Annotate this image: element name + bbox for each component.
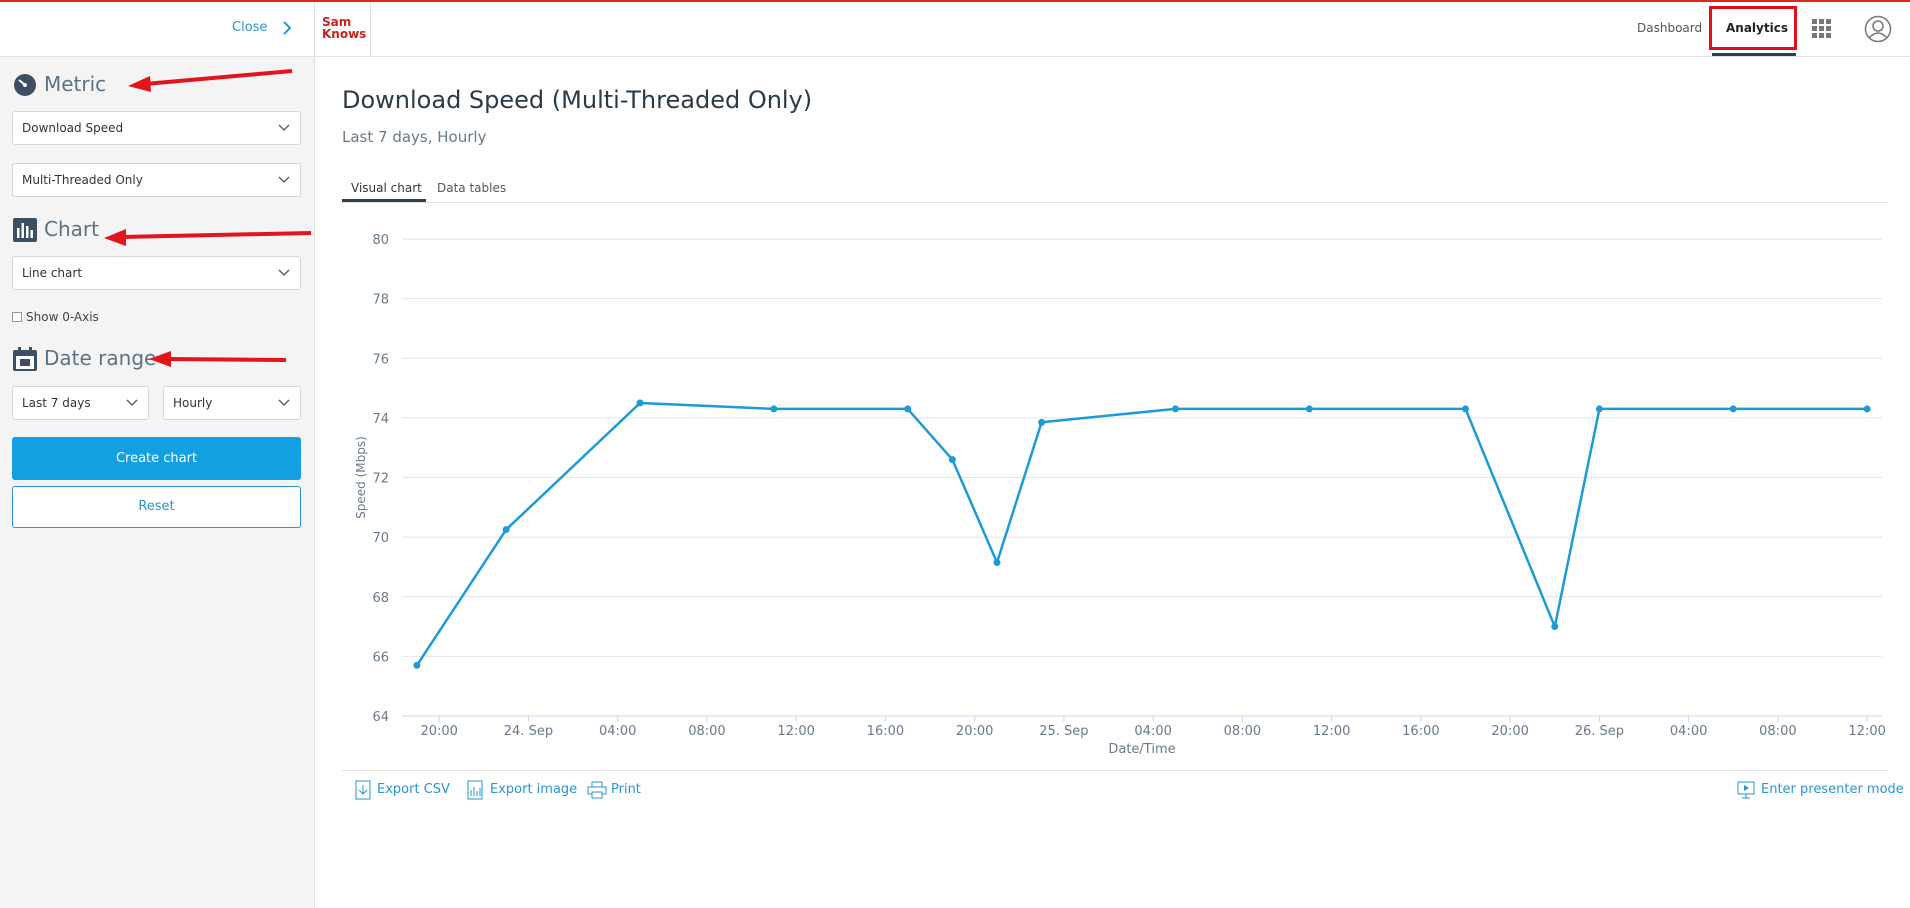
create-button[interactable]: Create chart [12,437,301,480]
presenter-icon[interactable] [1737,781,1755,799]
x-tick-label: 25. Sep [1039,724,1088,739]
x-tick-label: 08:00 [1759,724,1796,739]
chart-subtitle: Last 7 days, Hourly [342,128,487,146]
x-tick-label: 16:00 [867,724,904,739]
y-tick-label: 80 [372,233,389,248]
select[interactable]: Download Speed [12,111,301,145]
select[interactable]: Hourly [163,386,301,420]
chart: 64 66 68 70 72 74 76 78 80 20:00 24. Sep 04:00 08:00… [354,233,1886,757]
export-image[interactable]: Export image [490,782,578,797]
x-tick-label: 04:00 [599,724,636,739]
data-point [904,405,912,413]
y-axis-title: Speed (Mbps) [354,436,368,519]
data-point [1038,418,1046,426]
sidebar [0,57,315,908]
y-tick-label: 70 [372,531,389,546]
presenter-mode[interactable]: Enter presenter mode [1761,782,1904,797]
x-tick-label: 08:00 [688,724,725,739]
highlight-box [1709,6,1797,50]
select[interactable]: Last 7 days [12,386,149,420]
y-tick-label: 74 [372,412,389,427]
header [0,2,1910,57]
select-text: Last 7 days [22,396,91,410]
section-heading: Chart [44,217,99,241]
export-csv-icon[interactable] [355,780,371,800]
x-tick-label: 12:00 [1848,724,1885,739]
select-text: Hourly [173,396,213,410]
tab-border [342,202,1889,203]
footer-border [342,770,1889,771]
y-tick-label: 68 [372,591,389,606]
metric-icon [14,74,36,96]
x-axis-title: Date/Time [1108,742,1175,757]
data-point [948,456,956,464]
y-tick-label: 76 [372,352,389,367]
select-text: Download Speed [22,121,124,135]
data-point [1595,405,1603,413]
select-text: Multi-Threaded Only [22,173,143,187]
data-point [502,526,510,534]
y-tick-label: 66 [372,650,389,665]
nav-link[interactable]: Analytics [1726,21,1788,35]
close-chevron[interactable] [282,21,292,35]
select[interactable]: Line chart [12,256,301,290]
reset-button[interactable]: Reset [12,486,301,528]
export-image-icon[interactable] [467,780,483,800]
x-tick-label: 12:00 [1313,724,1350,739]
x-tick-label: 20:00 [956,724,993,739]
data-line [415,401,1868,666]
logo-line: Knows [322,27,367,41]
x-tick-label: 16:00 [1402,724,1439,739]
tab[interactable]: Data tables [437,181,507,195]
print-icon[interactable] [587,781,607,799]
select[interactable]: Multi-Threaded Only [12,163,301,197]
checkbox[interactable] [12,312,22,322]
y-tick-label: 64 [372,710,389,725]
x-tick-label: 24. Sep [504,724,553,739]
chart-title: Download Speed (Multi-Threaded Only) [342,86,813,114]
user-icon[interactable] [1864,15,1892,43]
apps-icon[interactable] [1812,19,1832,39]
y-tick-label: 72 [372,472,389,487]
x-tick-label: 04:00 [1670,724,1707,739]
select-text: Line chart [22,266,83,280]
data-point [1462,405,1470,413]
data-point [1305,405,1313,413]
logo-box [314,2,371,56]
x-tick-label: 20:00 [420,724,457,739]
data-point [1863,405,1871,413]
x-tick-label: 20:00 [1491,724,1528,739]
x-tick-label: 08:00 [1224,724,1261,739]
y-tick-label: 78 [372,293,389,308]
logo[interactable]: Sam Knows [322,16,366,40]
data-point [1729,405,1737,413]
top-bar [0,0,1910,2]
tab[interactable]: Visual chart [351,181,422,195]
data-point [636,399,644,407]
data-point [413,661,421,669]
data-point [770,405,778,413]
x-tick-label: 12:00 [777,724,814,739]
nav-link[interactable]: Dashboard [1637,21,1703,35]
data-point [1551,623,1559,631]
x-tick-label: 26. Sep [1575,724,1624,739]
print[interactable]: Print [611,782,641,797]
section-heading: Date range [44,346,157,370]
chart-icon [13,218,37,242]
tab-underline [342,199,426,202]
export-csv[interactable]: Export CSV [377,782,450,797]
section-heading: Metric [44,72,107,96]
x-tick-label: 04:00 [1134,724,1171,739]
data-point [993,558,1001,566]
logo-line: Sam [322,15,352,29]
nav-underline [1712,53,1796,56]
annotation-arrows [104,69,312,367]
close-link[interactable]: Close [232,20,268,35]
data-point [1171,405,1179,413]
calendar-icon [13,347,37,371]
checkbox-label: Show 0-Axis [26,310,99,324]
